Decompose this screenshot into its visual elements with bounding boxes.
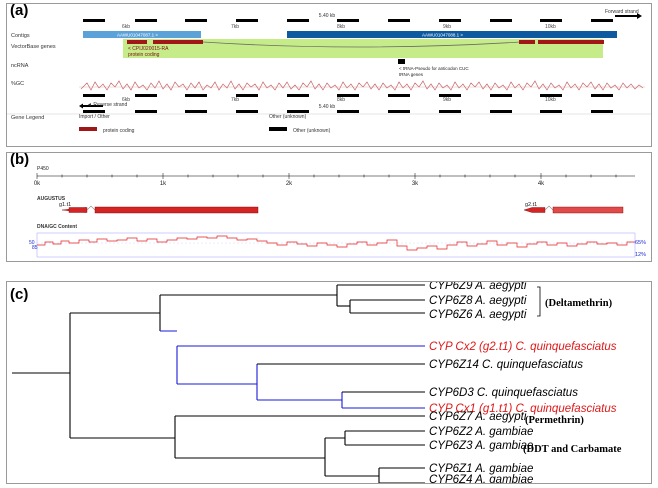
gene-exon[interactable] [153,40,203,44]
contig-left-label: AAWU01047087.1 > [117,33,158,38]
g2-intron [544,205,554,211]
tick-label: 6kb [122,97,130,103]
gene-intron-line [202,41,522,48]
genome-browser-view: 5.40 kb Forward strand 6kb 7kb 8kb 9kb 1… [7,9,651,134]
leaf-label: CYP Cx1 (g1.t1) C. quinquefasciatus [429,403,617,415]
g2-label: g2.t1 [525,202,537,208]
leaf-label: CYP6Z3 A. gambiae [429,440,533,452]
leaf-label: CYP6Z8 A. aegypti [429,295,527,307]
leaf-label: CYP6Z7 A. aegypti [429,411,527,423]
augustus-track-label: AUGUSTUS [37,196,66,202]
ncrna-type-label: tRNA genes [399,72,424,77]
gc-content-line [80,80,644,91]
tick-label: 2k [286,181,293,187]
row-label-contigs: Contigs [11,33,30,39]
contig-right[interactable] [287,31,617,38]
ruler-ticks [36,173,617,179]
tick-label: 10kb [545,97,556,103]
ncrna-feature[interactable] [398,59,405,64]
leaf-labels: CYP6Z9 A. aegypti CYP6Z8 A. aegypti CYP6… [429,280,617,486]
top-tick-labels: 6kb 7kb 8kb 9kb 10kb [122,24,556,30]
leaf-label: CYP6Z4 A. gambiae [429,474,533,483]
ruler-length-bottom: 5.40 kb [319,104,336,110]
forward-strand-label: Forward strand [605,9,639,15]
panel-c: CYP6Z9 A. aegypti CYP6Z8 A. aegypti CYP6… [6,280,652,486]
g1-intron [86,205,96,211]
gene-name-label: < CPIJ020015-RA [128,46,169,52]
highlighted-branches [160,330,425,409]
contig-right-label: AAWU01047088.1 > [422,33,463,38]
tick-label: 1k [160,181,167,187]
gene-type-label: protein coding [128,52,160,58]
panel-a: 5.40 kb Forward strand 6kb 7kb 8kb 9kb 1… [6,2,652,147]
tick-label: 8kb [337,24,345,30]
legend-other-swatch [269,127,287,131]
gc-scale-left-top: 50 [29,240,35,246]
tick-label: 8kb [337,97,345,103]
row-label-ncrna: ncRNA [11,63,29,69]
g1-label: g1.t1 [59,202,71,208]
forward-strand-arrow [615,13,642,19]
tick-label: 7kb [231,24,239,30]
bottom-tick-labels: 6kb 7kb 8kb 9kb 10kb [122,97,556,103]
deltamethrin-bracket [537,286,541,317]
bottom-scale-ruler: ◄ Reverse strand 5.40 kb [79,94,613,113]
dna-gc-track-label: DNA/GC Content [37,224,77,230]
annotation-ddt-carbamate: (DDT and Carbamate [523,444,622,455]
g1-exon-2[interactable] [94,206,259,214]
row-label-gene-legend: Gene Legend [11,115,44,121]
row-labels: Contigs VectorBase genes ncRNA %GC Gene … [11,33,56,121]
gene-exon[interactable] [519,40,535,44]
leaf-label: CYP6Z6 A. aegypti [429,309,527,321]
reverse-strand-label: ◄ Reverse strand [87,102,127,108]
leaf-label: CYP6Z9 A. aegypti [429,282,527,292]
row-label-vectorbase-genes: VectorBase genes [11,44,56,50]
annotation-permethrin: (Permethrin) [525,415,584,426]
contig-left[interactable] [83,31,201,38]
annotation-deltamethrin: (Deltamethrin) [545,298,613,309]
leaf-label: CYP6D3 C. quinquefasciatus [429,387,578,399]
ruler-length-top: 5.40 kb [319,13,336,19]
gene-exon[interactable] [538,40,604,44]
gene-exon[interactable] [127,40,147,44]
leaf-label: CYP6Z14 C. quinquefasciatus [429,359,583,371]
tick-label: 7kb [231,97,239,103]
tick-label: 10kb [545,24,556,30]
legend-other-header: Other (unknown) [269,114,307,120]
ruler-tick-labels: 0k 1k 2k 3k 4k [34,181,545,187]
ncrna-label: < tRNA-Pseudo for anticodon CUC [399,66,469,71]
augustus-prediction-view: P450 0k 1k 2k 3k 4k AUGUSTUS g1.t1 [29,166,646,258]
black-leaf-branches [257,363,425,393]
leaf-label: CYP6Z2 A. gambiae [429,426,533,438]
leaf-label: CYP Cx2 (g2.t1) C. quinquefasciatus [429,341,617,353]
tick-label: 0k [34,181,41,187]
tick-label: 3k [412,181,419,187]
panel-b: P450 0k 1k 2k 3k 4k AUGUSTUS g1.t1 [6,151,652,262]
gc-scale-right-top: 65% [635,240,646,246]
g2-exon-1[interactable] [523,207,546,213]
leaf-label: CYP6Z1 A. gambiae [429,463,533,475]
gc-scale-left-bottom: 85 [32,245,38,251]
legend-import-header: Import / Other [79,114,110,120]
reverse-strand-arrow [79,103,103,109]
tick-label: 6kb [122,24,130,30]
legend-protein-swatch [79,127,97,131]
g2-exon-2[interactable] [552,206,624,214]
legend-protein-label: protein coding [103,128,135,134]
tick-label: 9kb [443,24,451,30]
phylogenetic-tree: CYP6Z9 A. aegypti CYP6Z8 A. aegypti CYP6… [12,280,622,486]
row-label-gc: %GC [11,81,24,87]
top-scale-ruler: 5.40 kb Forward strand [83,9,642,22]
g1-exon-1-body[interactable] [68,207,88,213]
gc-content-step-line [37,235,635,251]
panel-a-label: (a) [10,2,29,19]
tick-label: 9kb [443,97,451,103]
track-name-label: P450 [37,166,49,172]
gc-scale-right-bottom: 12% [635,252,646,258]
legend-other-label: Other (unknown) [293,128,331,134]
tick-label: 4k [538,181,545,187]
panel-c-label: (c) [10,286,29,303]
panel-b-label: (b) [10,151,30,168]
